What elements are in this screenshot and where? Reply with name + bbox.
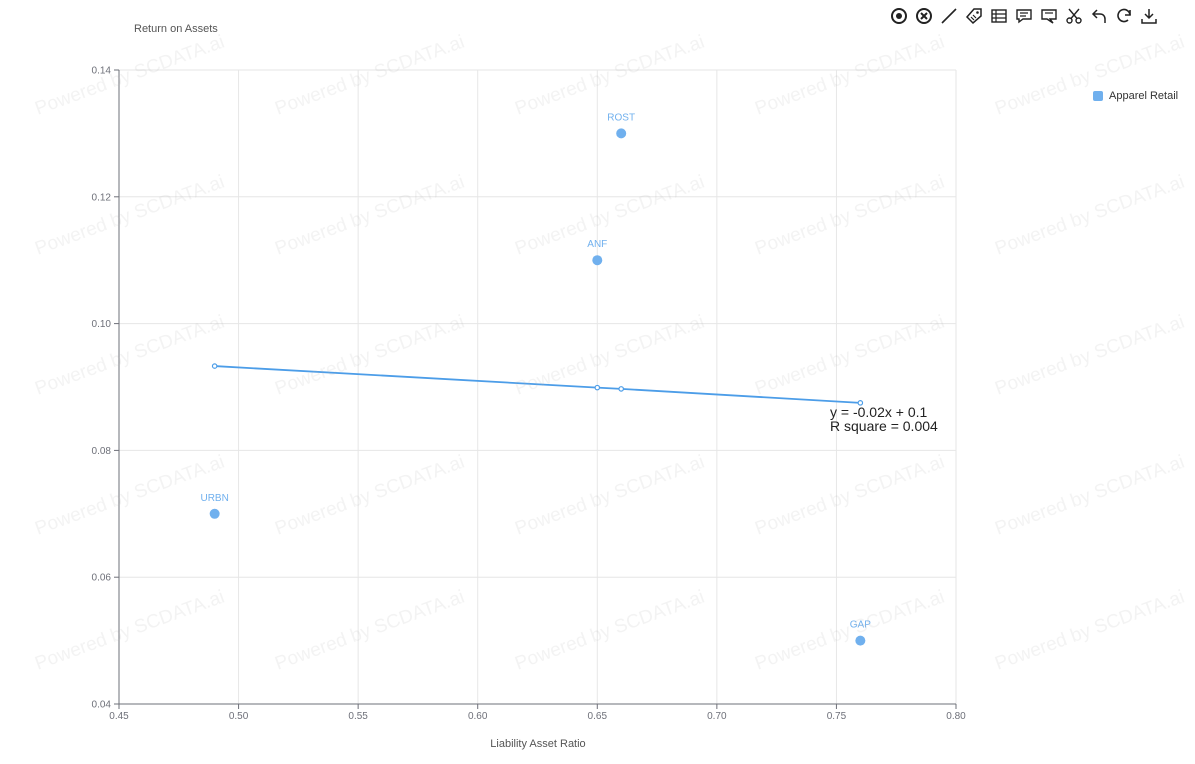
tag-icon[interactable] bbox=[961, 5, 986, 27]
x-tick-label: 0.55 bbox=[348, 711, 368, 722]
y-tick-label: 0.04 bbox=[92, 700, 112, 711]
y-axis-title: Return on Assets bbox=[134, 23, 218, 35]
trendline-point bbox=[594, 384, 601, 391]
x-tick-label: 0.80 bbox=[946, 711, 966, 722]
scissors-icon[interactable] bbox=[1061, 5, 1086, 27]
grid-lines bbox=[118, 69, 957, 705]
y-tick-label: 0.06 bbox=[92, 573, 112, 584]
x-tick-label: 0.60 bbox=[468, 711, 488, 722]
y-tick-label: 0.10 bbox=[92, 319, 112, 330]
tick-labels: 0.45 0.50 0.55 0.60 0.65 0.70 0.75 0.80 0.04 0.06… bbox=[92, 66, 967, 723]
refresh-icon[interactable] bbox=[1111, 5, 1136, 27]
chart-toolbox bbox=[886, 5, 1161, 27]
legend-label: Apparel Retail bbox=[1109, 90, 1179, 102]
x-tick-label: 0.45 bbox=[109, 711, 129, 722]
data-label: ANF bbox=[587, 239, 607, 250]
axes bbox=[114, 69, 957, 709]
clear-icon[interactable] bbox=[911, 5, 936, 27]
target-icon[interactable] bbox=[886, 5, 911, 27]
data-point bbox=[616, 128, 627, 139]
x-tick-label: 0.65 bbox=[588, 711, 608, 722]
x-tick-label: 0.75 bbox=[827, 711, 847, 722]
x-tick-label: 0.70 bbox=[707, 711, 727, 722]
data-label: GAP bbox=[850, 620, 871, 631]
data-points: ROST ANF URBN GAP bbox=[200, 112, 871, 646]
line-draw-icon[interactable] bbox=[936, 5, 961, 27]
data-point bbox=[855, 635, 866, 646]
x-tick-label: 0.50 bbox=[229, 711, 249, 722]
trendline-point bbox=[211, 363, 218, 369]
legend-item-apparel-retail[interactable]: Apparel Retail bbox=[1093, 90, 1178, 102]
comment-icon[interactable] bbox=[1011, 5, 1036, 27]
annotation-icon[interactable] bbox=[1036, 5, 1061, 27]
trendline bbox=[211, 363, 864, 406]
trendline-path bbox=[214, 365, 861, 404]
data-point bbox=[592, 255, 603, 266]
download-icon[interactable] bbox=[1136, 5, 1161, 27]
trendline-point bbox=[857, 400, 864, 406]
data-point bbox=[209, 508, 220, 519]
undo-icon[interactable] bbox=[1086, 5, 1111, 27]
trendline-point bbox=[618, 386, 625, 392]
legend-swatch bbox=[1093, 91, 1103, 101]
y-tick-label: 0.14 bbox=[92, 66, 112, 77]
trendline-r-squared: R square = 0.004 bbox=[830, 418, 938, 434]
x-axis-title: Liability Asset Ratio bbox=[490, 738, 585, 750]
data-label: URBN bbox=[200, 493, 228, 504]
table-icon[interactable] bbox=[986, 5, 1011, 27]
y-tick-label: 0.08 bbox=[92, 446, 112, 457]
y-tick-label: 0.12 bbox=[92, 192, 112, 203]
data-label: ROST bbox=[607, 112, 635, 123]
trendline-equation: y = -0.02x + 0.1 bbox=[830, 404, 927, 420]
